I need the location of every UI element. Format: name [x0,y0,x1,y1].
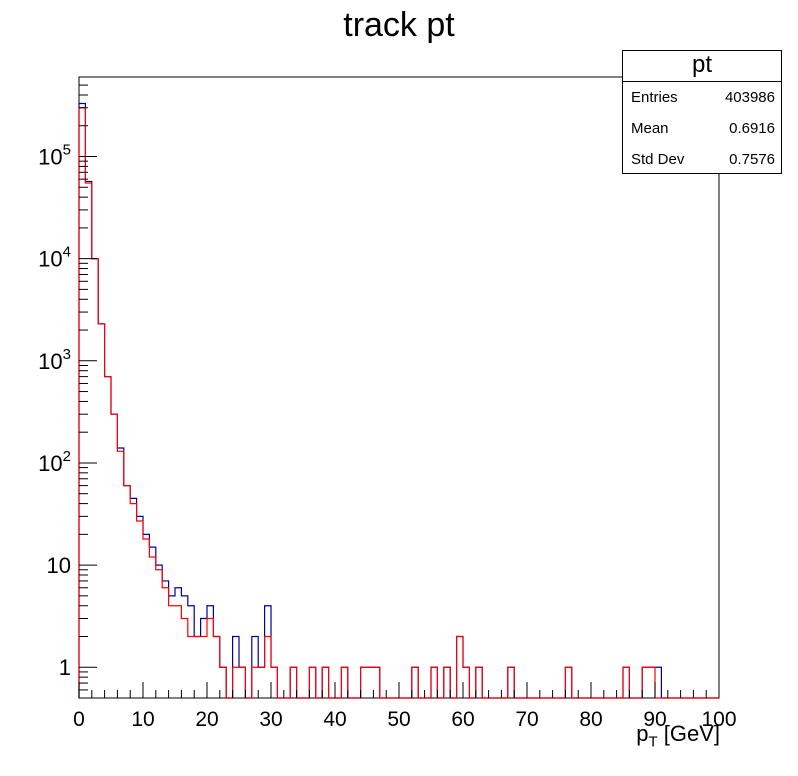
x-tick-label: 50 [387,708,410,731]
stats-row-entries: Entries 403986 [623,82,781,113]
stats-row-stddev: Std Dev 0.7576 [623,144,781,175]
stats-name: pt [623,51,781,82]
y-tick-label: 103 [38,346,71,374]
x-axis-label-main: p [636,721,649,746]
stats-value: 0.7576 [729,151,775,168]
x-tick-label: 40 [323,708,346,731]
x-tick-label: 30 [259,708,282,731]
stats-box: pt Entries 403986 Mean 0.6916 Std Dev 0.… [622,50,782,174]
histogram-series-0 [78,102,719,699]
x-axis-label: pT [GeV] [636,721,720,750]
y-axis-ticks: 1 10 102 103 104 105 [38,76,97,699]
x-tick-label: 80 [579,708,602,731]
stats-label: Entries [631,89,678,106]
x-axis-ticks: 0 10 20 30 40 50 60 70 80 90 100 [73,682,737,731]
y-tick-label: 105 [38,141,71,169]
y-tick-label: 1 [59,655,71,680]
stats-label: Std Dev [631,151,685,168]
x-axis-label-sub: T [648,733,658,751]
histogram-series [78,102,719,699]
x-tick-label: 60 [451,708,474,731]
y-tick-label: 102 [38,448,71,476]
histogram-series-1 [78,107,719,699]
chart-title: track pt [343,6,455,44]
x-tick-label: 20 [195,708,218,731]
y-tick-label: 10 [47,553,71,578]
x-tick-label: 10 [131,708,154,731]
x-tick-label: 90 [643,708,666,731]
x-axis-label-unit: [GeV] [657,721,720,746]
stats-label: Mean [631,120,669,137]
x-tick-label: 0 [73,708,85,731]
x-tick-label: 70 [515,708,538,731]
stats-value: 403986 [724,89,775,106]
stats-value: 0.6916 [729,120,775,137]
x-tick-label: 100 [701,708,736,731]
y-tick-label: 104 [38,244,71,272]
stats-row-mean: Mean 0.6916 [623,113,781,144]
